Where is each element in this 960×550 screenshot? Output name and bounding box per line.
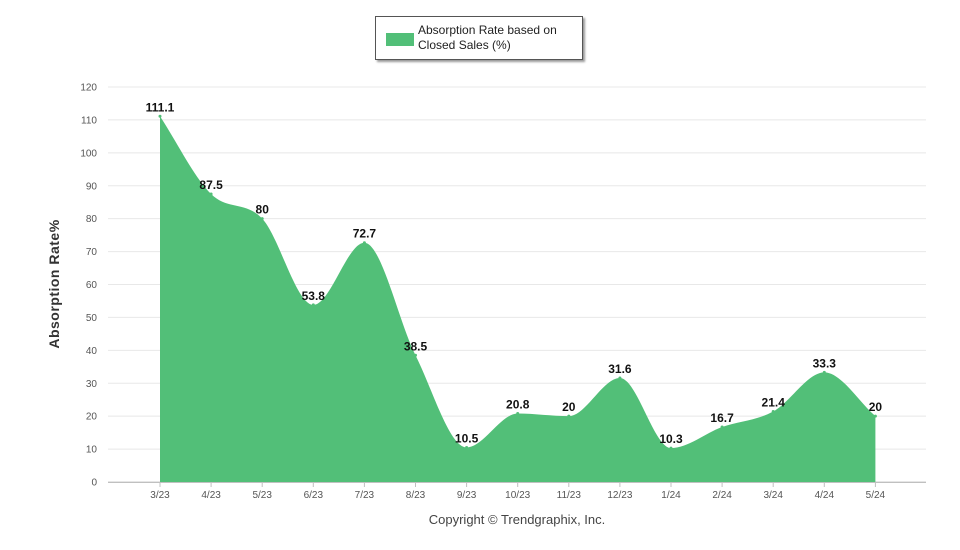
data-label: 53.8 xyxy=(302,289,326,303)
data-label: 10.5 xyxy=(455,431,479,445)
y-tick-label: 60 xyxy=(86,280,98,291)
data-point xyxy=(311,303,315,307)
data-point xyxy=(720,425,724,429)
x-tick-label: 4/23 xyxy=(201,490,221,501)
y-tick-label: 100 xyxy=(80,148,97,159)
y-tick-label: 30 xyxy=(86,379,98,390)
x-tick-label: 6/23 xyxy=(304,490,324,501)
data-label: 21.4 xyxy=(762,396,786,410)
data-point xyxy=(771,410,775,414)
y-tick-label: 40 xyxy=(86,346,98,357)
y-axis-title: Absorption Rate% xyxy=(46,219,62,349)
data-point xyxy=(158,114,162,118)
data-point xyxy=(414,353,417,357)
data-label: 72.7 xyxy=(353,227,377,241)
x-tick-label: 3/23 xyxy=(150,490,170,501)
x-tick-label: 1/24 xyxy=(661,490,681,501)
data-point xyxy=(669,446,673,450)
data-label: 38.5 xyxy=(404,339,428,353)
data-point xyxy=(260,217,264,221)
y-tick-label: 90 xyxy=(86,181,98,192)
data-point xyxy=(618,376,622,380)
x-tick-label: 3/24 xyxy=(763,490,783,501)
x-tick-label: 11/23 xyxy=(557,490,582,501)
data-label: 87.5 xyxy=(199,178,223,192)
x-tick-label: 12/23 xyxy=(607,490,632,501)
x-tick-label: 5/24 xyxy=(866,490,886,501)
x-tick-label: 2/24 xyxy=(712,490,732,501)
y-tick-label: 120 xyxy=(80,83,97,94)
data-label: 111.1 xyxy=(146,100,175,114)
data-point xyxy=(516,412,520,416)
area-series xyxy=(160,116,876,482)
y-tick-label: 50 xyxy=(86,313,98,324)
data-point xyxy=(209,192,213,196)
data-label: 20 xyxy=(562,400,576,414)
data-point xyxy=(465,445,469,449)
data-label: 16.7 xyxy=(710,411,734,425)
y-tick-label: 0 xyxy=(91,478,97,489)
data-point xyxy=(567,414,571,418)
legend-swatch xyxy=(386,33,414,46)
x-tick-label: 8/23 xyxy=(406,490,426,501)
data-label: 20.8 xyxy=(506,398,530,412)
legend-label: Absorption Rate based on Closed Sales (%… xyxy=(418,23,557,52)
data-label: 33.3 xyxy=(813,356,837,370)
data-point xyxy=(873,414,877,418)
data-label: 20 xyxy=(869,400,883,414)
y-tick-label: 20 xyxy=(86,412,98,423)
y-tick-label: 70 xyxy=(86,247,98,258)
x-tick-label: 9/23 xyxy=(457,490,477,501)
x-tick-label: 10/23 xyxy=(505,490,530,501)
chart-legend: Absorption Rate based on Closed Sales (%… xyxy=(375,16,583,60)
data-point xyxy=(822,370,826,374)
data-label: 80 xyxy=(256,203,270,217)
data-label: 31.6 xyxy=(608,362,632,376)
copyright-text: Copyright © Trendgraphix, Inc. xyxy=(428,512,606,527)
data-point xyxy=(362,241,366,245)
y-tick-label: 10 xyxy=(86,445,98,456)
data-label: 10.3 xyxy=(659,432,683,446)
x-tick-label: 5/23 xyxy=(252,490,272,501)
x-tick-label: 4/24 xyxy=(815,490,835,501)
y-tick-label: 80 xyxy=(86,214,98,225)
y-tick-label: 110 xyxy=(81,115,97,126)
x-tick-label: 7/23 xyxy=(355,490,375,501)
